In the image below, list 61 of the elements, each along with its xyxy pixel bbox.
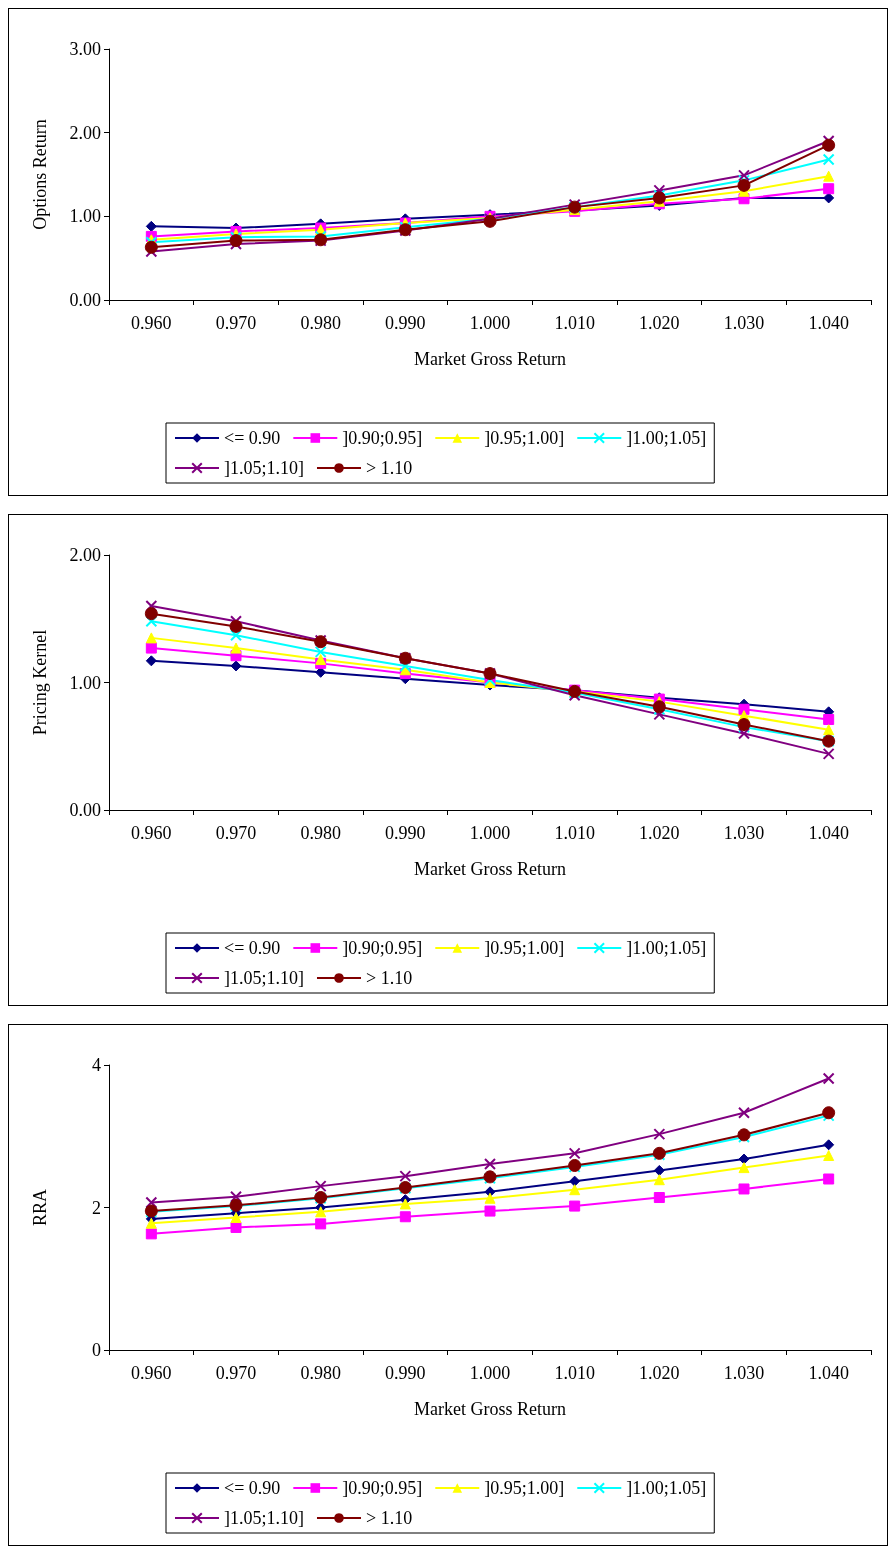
- legend-label: > 1.10: [365, 458, 413, 478]
- x-axis-title: Market Gross Return: [414, 349, 566, 369]
- x-tick-label: 1.010: [554, 1363, 595, 1383]
- x-tick-label: 1.010: [554, 313, 595, 333]
- legend-label: ]0.95;1.00]: [484, 1478, 565, 1498]
- y-tick-label: 4: [92, 1055, 101, 1075]
- x-tick-label: 1.040: [808, 823, 849, 843]
- y-tick-label: 2.00: [69, 122, 101, 143]
- x-tick-label: 0.970: [215, 313, 257, 333]
- y-tick-label: 0.00: [69, 290, 101, 310]
- x-tick-label: 0.960: [131, 823, 172, 843]
- x-tick-label: 0.990: [385, 1363, 426, 1383]
- y-axis-title: Options Return: [30, 119, 50, 230]
- x-tick-label: 1.000: [469, 823, 511, 843]
- y-tick-label: 0: [92, 1340, 101, 1360]
- x-tick-label: 1.030: [723, 823, 765, 843]
- legend-label: ]0.90;0.95]: [342, 428, 423, 448]
- legend-label: ]0.90;0.95]: [342, 938, 423, 958]
- x-tick-label: 1.000: [469, 1363, 511, 1383]
- x-axis-title: Market Gross Return: [414, 859, 566, 879]
- x-tick-label: 0.970: [215, 823, 257, 843]
- legend-label: <= 0.90: [224, 428, 281, 448]
- y-tick-label: 2.00: [69, 545, 101, 565]
- y-tick-label: 1.00: [69, 206, 101, 227]
- legend-label: ]1.05;1.10]: [224, 1508, 304, 1528]
- x-tick-label: 1.020: [639, 823, 680, 843]
- legend-label: ]1.05;1.10]: [224, 458, 304, 478]
- legend-label: ]0.90;0.95]: [342, 1478, 423, 1498]
- x-tick-label: 0.980: [300, 823, 341, 843]
- x-tick-label: 0.980: [300, 1363, 341, 1383]
- x-tick-label: 1.020: [639, 1363, 680, 1383]
- legend-label: > 1.10: [365, 1508, 413, 1528]
- x-tick-label: 0.980: [300, 313, 341, 333]
- x-tick-label: 0.990: [385, 823, 426, 843]
- legend-label: <= 0.90: [224, 1478, 281, 1498]
- legend-label: <= 0.90: [224, 938, 281, 958]
- y-tick-label: 0.00: [69, 800, 101, 820]
- x-tick-label: 0.960: [131, 313, 172, 333]
- x-tick-label: 0.960: [131, 1363, 172, 1383]
- x-tick-label: 1.040: [808, 313, 849, 333]
- x-tick-label: 1.030: [723, 1363, 765, 1383]
- y-axis-title: Pricing Kernel: [30, 629, 50, 736]
- legend-label: ]0.95;1.00]: [484, 938, 565, 958]
- legend-label: ]1.00;1.05]: [626, 1478, 707, 1498]
- x-tick-label: 0.990: [385, 313, 426, 333]
- legend-label: ]0.95;1.00]: [484, 428, 565, 448]
- legend-label: ]1.00;1.05]: [626, 938, 707, 958]
- y-axis-title: RRA: [30, 1188, 50, 1227]
- y-tick-label: 3.00: [69, 39, 101, 59]
- x-tick-label: 1.040: [808, 1363, 849, 1383]
- legend-label: ]1.05;1.10]: [224, 968, 304, 988]
- legend-label: > 1.10: [365, 968, 413, 988]
- y-tick-label: 1.00: [69, 672, 101, 693]
- legend-label: ]1.00;1.05]: [626, 428, 707, 448]
- x-tick-label: 1.000: [469, 313, 511, 333]
- x-tick-label: 1.010: [554, 823, 595, 843]
- y-tick-label: 2: [92, 1197, 101, 1218]
- x-tick-label: 0.970: [215, 1363, 257, 1383]
- x-axis-title: Market Gross Return: [414, 1399, 566, 1419]
- x-tick-label: 1.020: [639, 313, 680, 333]
- x-tick-label: 1.030: [723, 313, 765, 333]
